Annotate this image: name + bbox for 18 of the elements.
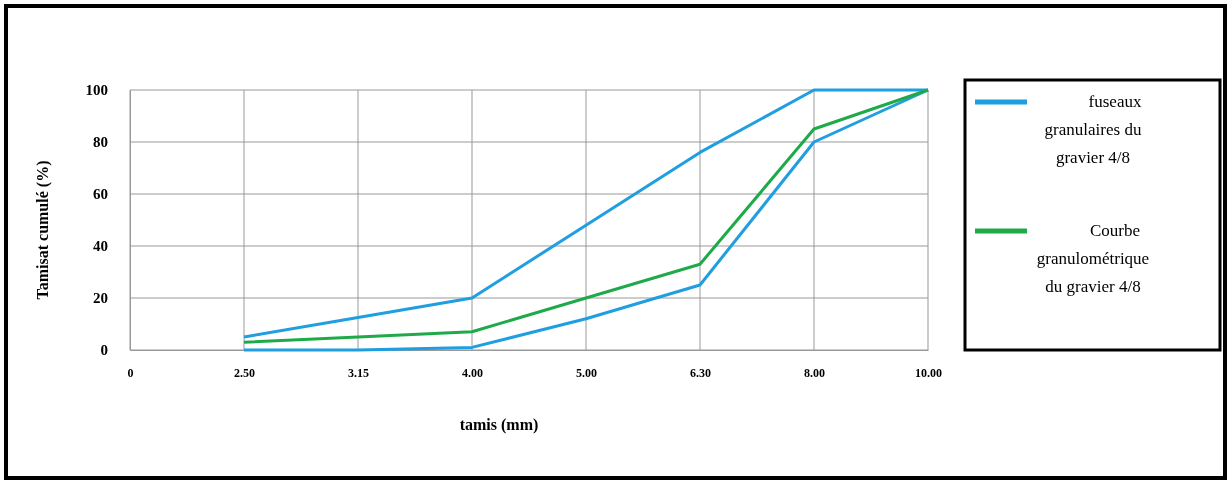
x-tick-label: 4.00	[462, 365, 483, 380]
text: Courbe granulométrique du gravier 4/8	[1036, 221, 1150, 296]
y-tick-label: 60	[93, 186, 108, 203]
x-tick-label: 3.15	[348, 365, 369, 380]
text: fuseaux granulaires du gravier 4/8	[1044, 92, 1142, 167]
y-tick-label: 20	[93, 290, 108, 307]
x-tick-label: 8.00	[804, 365, 825, 380]
x-tick-label: 0	[127, 365, 134, 380]
y-tick-label: 0	[100, 342, 108, 359]
x-axis-title: tamis (mm)	[459, 416, 539, 434]
x-tick-label: 10.00	[915, 365, 942, 380]
x-tick-label: 6.30	[690, 365, 711, 380]
x-tick-label: 2.50	[234, 365, 255, 380]
y-tick-label: 100	[85, 82, 108, 99]
y-tick-label: 40	[93, 238, 108, 255]
y-axis-title: Tamisat cumulé (%)	[34, 160, 52, 300]
y-tick-label: 80	[93, 134, 108, 151]
x-tick-label: 5.00	[576, 365, 597, 380]
